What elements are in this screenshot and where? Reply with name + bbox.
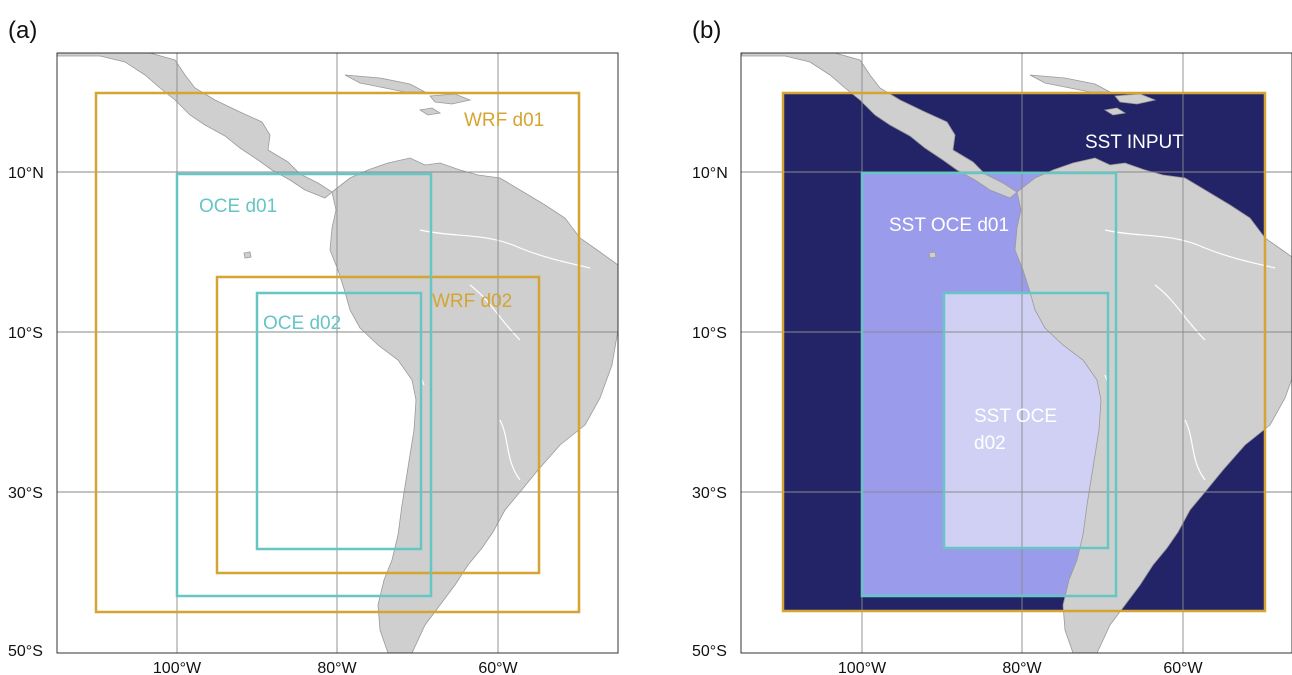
panel-a-map: WRF d01 WRF d02 OCE d01 OCE d02 — [57, 53, 618, 653]
panel-a: (a) WRF d01 WRF d02 OCE d01 OCE d02 10 — [8, 17, 619, 675]
panel-b-lat-tick-10s: 10°S — [692, 325, 727, 342]
oce-d01-label: OCE d01 — [199, 196, 277, 217]
sst-oce-d01-box — [860, 171, 1118, 598]
panel-b-frame — [740, 52, 1292, 654]
sst-oce-d02-label-line1: SST OCE — [974, 406, 1057, 427]
panel-b-lon-tick-100w: 100°W — [838, 660, 887, 675]
panel-a-lon-tick-100w: 100°W — [153, 660, 202, 675]
panel-b: (b) SST INPUT SST OCE d0 — [692, 17, 1292, 675]
panel-a-lat-tick-50s: 50°S — [8, 643, 43, 660]
sst-input-label: SST INPUT — [1085, 132, 1184, 153]
panel-a-lon-tick-60w: 60°W — [478, 660, 518, 675]
wrf-d01-label: WRF d01 — [464, 110, 544, 131]
panel-b-lat-tick-30s: 30°S — [692, 485, 727, 502]
panel-a-lon-tick-80w: 80°W — [317, 660, 357, 675]
sst-oce-d02-label-line2: d02 — [974, 433, 1006, 454]
wrf-d02-label: WRF d02 — [432, 291, 512, 312]
oce-d01-box — [175, 172, 433, 598]
panel-a-letter: (a) — [8, 17, 37, 44]
panel-b-lat-tick-50s: 50°S — [692, 643, 727, 660]
panel-a-frame — [56, 52, 619, 654]
panel-b-lon-tick-60w: 60°W — [1163, 660, 1203, 675]
sst-oce-d01-label: SST OCE d01 — [889, 215, 1009, 236]
panel-b-lat-tick-10n: 10°N — [692, 165, 728, 182]
panel-a-lat-tick-30s: 30°S — [8, 485, 43, 502]
sst-input-box — [781, 91, 1267, 613]
panel-a-lat-tick-10n: 10°N — [8, 165, 44, 182]
panel-b-lon-tick-80w: 80°W — [1002, 660, 1042, 675]
sst-oce-d02-box — [942, 291, 1110, 550]
oce-d02-label: OCE d02 — [263, 313, 341, 334]
wrf-d01-box — [94, 91, 581, 614]
panel-b-letter: (b) — [692, 17, 721, 44]
panel-b-map: SST INPUT SST OCE d01 SST OCE d02 — [741, 53, 1292, 653]
oce-d02-box — [255, 291, 423, 551]
wrf-d02-box — [215, 275, 541, 575]
panel-a-lat-tick-10s: 10°S — [8, 325, 43, 342]
